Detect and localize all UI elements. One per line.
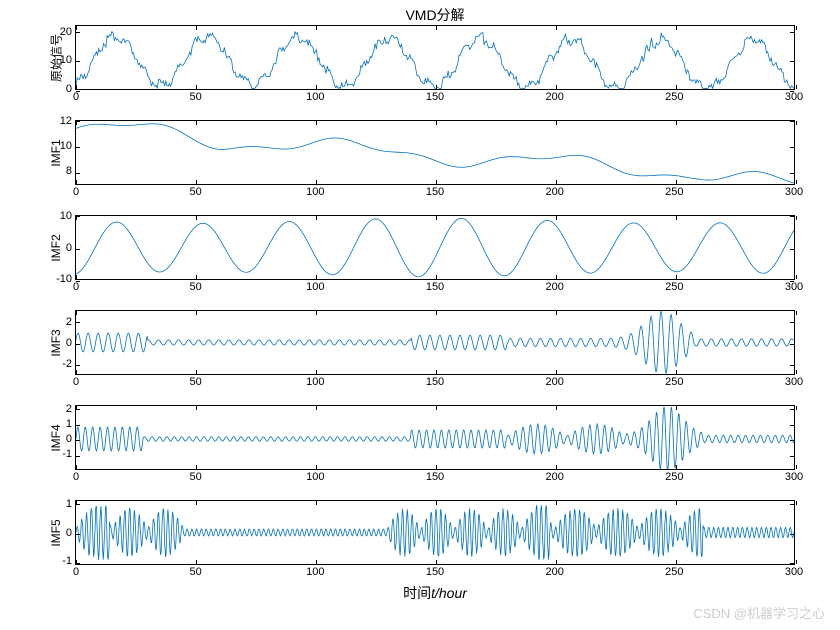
x-tick-label: 100 <box>306 566 324 578</box>
y-tick-label: 0 <box>66 337 72 349</box>
x-tick-label: 150 <box>426 186 444 198</box>
x-tick-label: 0 <box>73 186 79 198</box>
x-tick-label: 0 <box>73 281 79 293</box>
x-tick-label: 300 <box>785 566 803 578</box>
x-tick-label: 200 <box>545 281 563 293</box>
x-tick-label: 50 <box>190 281 202 293</box>
y-tick-label: 12 <box>60 115 72 127</box>
y-tick-label: 0 <box>66 527 72 539</box>
x-tick-label: 200 <box>545 471 563 483</box>
y-axis-label: IMF1 <box>49 123 63 183</box>
figure-title: VMD分解 <box>75 5 795 25</box>
y-axis-label: IMF5 <box>49 503 63 563</box>
y-tick-label: -2 <box>62 358 72 370</box>
x-tick-label: 200 <box>545 566 563 578</box>
panel-0: 原始信号01020050100150200250300 <box>75 25 795 90</box>
signal-line <box>76 311 794 374</box>
x-tick-label: 0 <box>73 376 79 388</box>
x-tick-label: 50 <box>190 376 202 388</box>
x-tick-label: 200 <box>545 186 563 198</box>
y-tick-label: 2 <box>66 403 72 415</box>
x-tick-label: 300 <box>785 186 803 198</box>
x-tick-label: 100 <box>306 471 324 483</box>
x-tick-label: 50 <box>190 186 202 198</box>
signal-line <box>76 26 794 89</box>
x-tick-label: 50 <box>190 471 202 483</box>
x-tick-label: 150 <box>426 471 444 483</box>
x-tick-label: 100 <box>306 186 324 198</box>
x-tick-label: 100 <box>306 281 324 293</box>
x-tick-label: 50 <box>190 91 202 103</box>
y-tick-label: -1 <box>62 448 72 460</box>
x-tick-label: 250 <box>665 471 683 483</box>
panel-5: IMF5-101050100150200250300 <box>75 500 795 565</box>
y-tick-label: 10 <box>60 54 72 66</box>
x-tick-label: 300 <box>785 281 803 293</box>
x-tick-label: 300 <box>785 91 803 103</box>
y-tick-label: -1 <box>62 555 72 567</box>
x-tick-label: 150 <box>426 376 444 388</box>
x-tick-label: 100 <box>306 376 324 388</box>
y-tick-label: 1 <box>66 418 72 430</box>
watermark-text: CSDN @机器学习之心 <box>693 603 825 622</box>
y-tick-label: 8 <box>66 165 72 177</box>
x-tick-label: 250 <box>665 376 683 388</box>
x-tick-label: 0 <box>73 91 79 103</box>
x-tick-label: 150 <box>426 281 444 293</box>
panel-2: IMF2-10010050100150200250300 <box>75 215 795 280</box>
x-tick-label: 0 <box>73 471 79 483</box>
x-tick-label: 50 <box>190 566 202 578</box>
x-tick-label: 250 <box>665 281 683 293</box>
x-tick-label: 0 <box>73 566 79 578</box>
panel-3: IMF3-202050100150200250300 <box>75 310 795 375</box>
panel-4: IMF4-1012050100150200250300 <box>75 405 795 470</box>
panel-1: IMF181012050100150200250300 <box>75 120 795 185</box>
y-tick-label: 20 <box>60 26 72 38</box>
x-axis-label: 时间t/hour <box>75 583 795 603</box>
signal-line <box>76 501 794 564</box>
y-tick-label: 2 <box>66 316 72 328</box>
y-tick-label: 0 <box>66 242 72 254</box>
y-tick-label: 10 <box>60 140 72 152</box>
x-tick-label: 200 <box>545 91 563 103</box>
y-tick-label: 0 <box>66 83 72 95</box>
y-axis-label: IMF4 <box>49 408 63 468</box>
x-tick-label: 250 <box>665 91 683 103</box>
x-tick-label: 300 <box>785 376 803 388</box>
x-tick-label: 200 <box>545 376 563 388</box>
figure: VMD分解 原始信号01020050100150200250300IMF1810… <box>75 20 795 595</box>
x-tick-label: 300 <box>785 471 803 483</box>
y-tick-label: 1 <box>66 498 72 510</box>
y-tick-label: 0 <box>66 433 72 445</box>
signal-line <box>76 121 794 184</box>
y-tick-label: -10 <box>56 273 72 285</box>
signal-line <box>76 216 794 279</box>
x-tick-label: 150 <box>426 566 444 578</box>
x-tick-label: 250 <box>665 566 683 578</box>
y-axis-label: IMF3 <box>49 313 63 373</box>
y-axis-label: IMF2 <box>49 218 63 278</box>
y-tick-label: 10 <box>60 210 72 222</box>
x-tick-label: 100 <box>306 91 324 103</box>
signal-line <box>76 406 794 469</box>
x-tick-label: 150 <box>426 91 444 103</box>
x-tick-label: 250 <box>665 186 683 198</box>
